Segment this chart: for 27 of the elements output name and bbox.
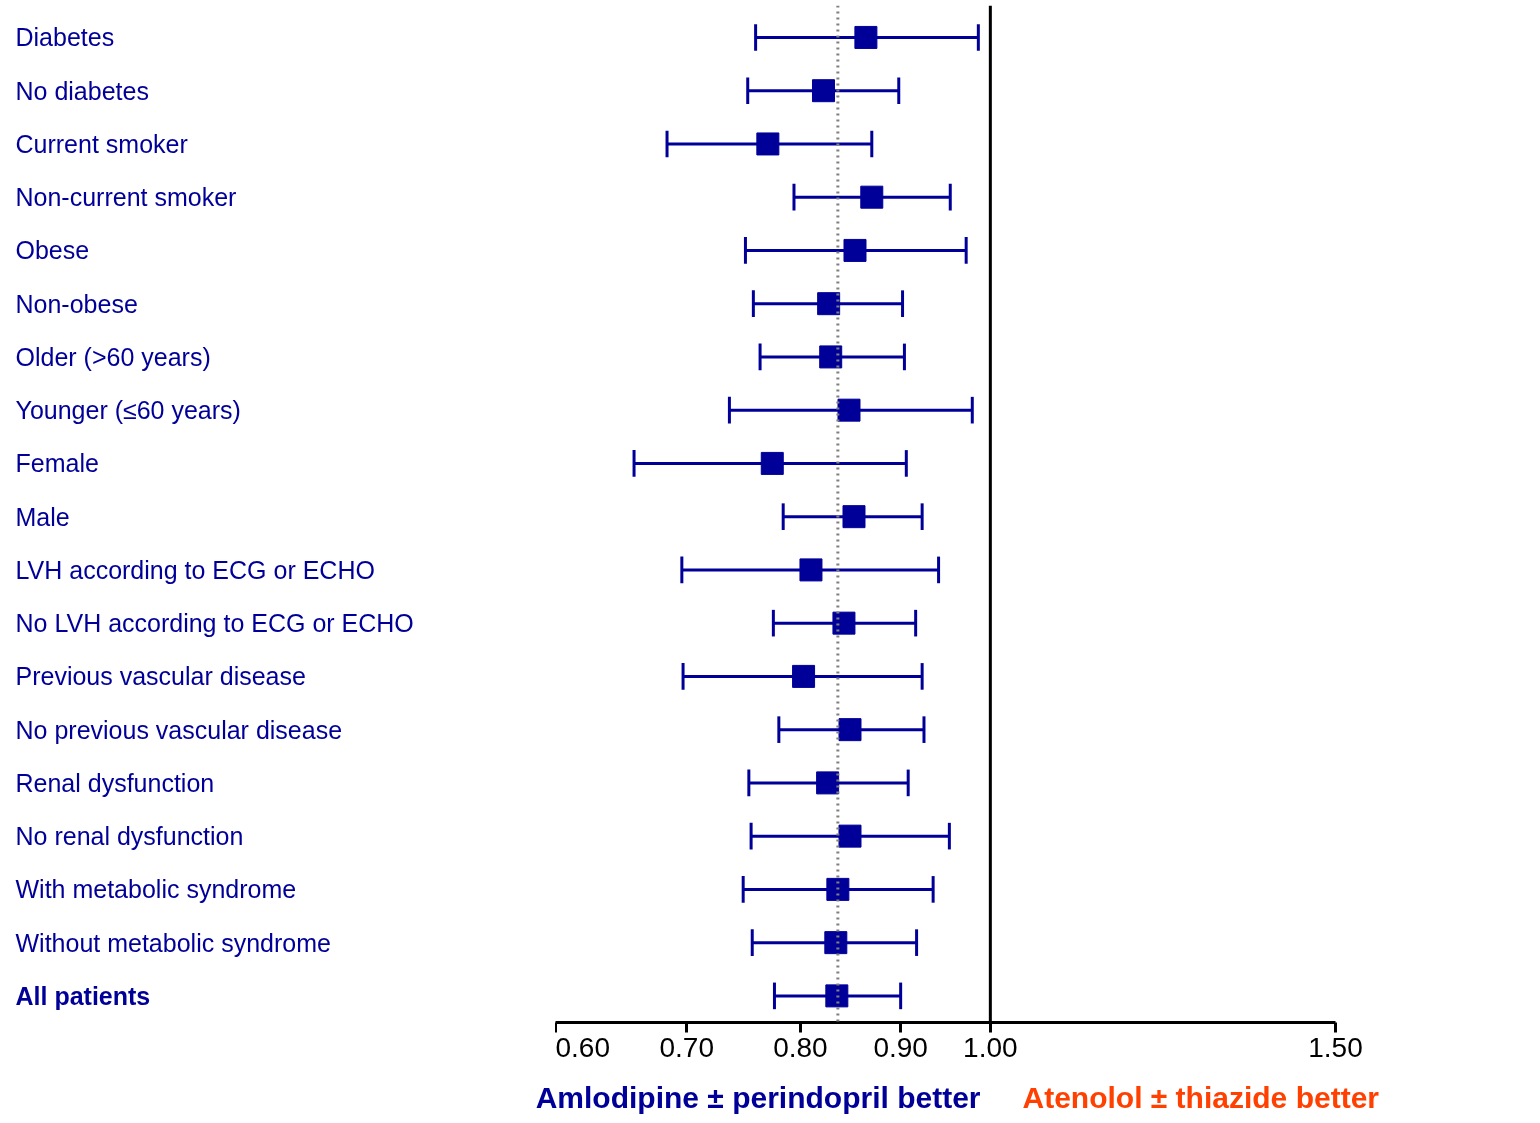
x-tick-label: 0.80 — [773, 1031, 828, 1063]
y-tick-label: Female — [15, 449, 99, 478]
text: Atenolol ± thiazide better — [1022, 1080, 1380, 1114]
y-tick-label: Older (>60 years) — [15, 342, 211, 371]
y-tick-label: Younger (≤60 years) — [15, 396, 241, 425]
y-tick-label: No LVH according to ECG or ECHO — [15, 609, 414, 638]
x-tick-label: 0.70 — [659, 1031, 714, 1063]
x-tick-label: 1.00 — [963, 1031, 1018, 1063]
y-tick-label: Male — [15, 502, 70, 531]
y-tick-label: Previous vascular disease — [15, 662, 306, 691]
y-tick-label: No previous vascular disease — [15, 715, 343, 744]
y-tick-label: Current smoker — [15, 129, 188, 158]
y-tick-label: Renal dysfunction — [15, 768, 215, 797]
y-tick-label: LVH according to ECG or ECHO — [15, 555, 375, 584]
y-tick-label: Without metabolic syndrome — [15, 928, 331, 957]
x-tick-label: 0.90 — [873, 1031, 928, 1063]
y-tick-label: All patients — [15, 981, 151, 1010]
x-tick-label: 1.50 — [1308, 1031, 1363, 1063]
y-tick-label: Non-current smoker — [15, 183, 237, 212]
y-tick-label: No diabetes — [15, 76, 149, 105]
y-tick-label: Diabetes — [15, 23, 115, 52]
text: Amlodipine ± perindopril better — [535, 1080, 981, 1114]
y-tick-label: Obese — [15, 236, 90, 265]
y-tick-label: No renal dysfunction — [15, 822, 244, 851]
y-tick-label: With metabolic syndrome — [15, 875, 297, 904]
y-tick-label: Non-obese — [15, 289, 138, 318]
x-tick-label: 0.60 — [555, 1031, 610, 1063]
